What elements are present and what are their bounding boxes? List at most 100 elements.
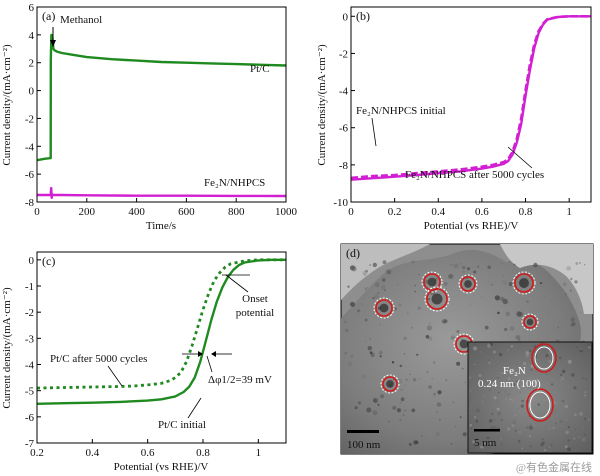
- tem-inset-texture: [470, 427, 473, 430]
- tem-speckle: [403, 353, 406, 355]
- tem-particle-marker-7: [382, 376, 398, 392]
- tem-particle-marker-outline-1: [421, 271, 443, 293]
- tem-inset-texture: [555, 422, 557, 425]
- tem-speckle: [575, 262, 579, 265]
- tem-speckle: [344, 328, 349, 333]
- tem-inset-texture: [471, 363, 474, 366]
- tem-speckle: [365, 269, 368, 273]
- tem-inset-texture: [587, 343, 591, 347]
- tem-inset-texture: [581, 437, 586, 442]
- tem-particle-markers: [373, 271, 539, 394]
- onset-leader: [225, 274, 249, 293]
- tem-speckle: [437, 390, 442, 395]
- panel-c-label: (c): [42, 254, 55, 268]
- tem-inset-texture: [559, 379, 562, 383]
- tem-speckle: [364, 287, 368, 291]
- tem-speckle: [344, 351, 348, 355]
- tem-speckle: [445, 379, 448, 382]
- tem-inset-scalebar-label: 5 nm: [474, 437, 497, 449]
- tem-speckle: [490, 283, 493, 286]
- tem-inset-texture: [575, 346, 578, 349]
- tem-inset-texture: [500, 438, 502, 440]
- panel-b-frame: [350, 6, 592, 203]
- tem-inset-texture: [532, 423, 536, 427]
- tem-inset-texture: [483, 395, 487, 398]
- tem-speckle: [497, 311, 500, 315]
- tem-speckle: [557, 326, 560, 329]
- tem-inset-texture: [507, 427, 511, 431]
- tem-inset-texture: [579, 411, 584, 416]
- tem-inset-texture: [540, 442, 544, 447]
- tem-speckle: [443, 282, 448, 286]
- tem-inset-texture: [495, 400, 500, 404]
- annotation-delta-phi: Δφ1/2=39 mV: [208, 374, 272, 386]
- tem-inset-texture: [480, 351, 482, 353]
- series-line-c-0: [37, 258, 286, 390]
- tem-inset-texture: [564, 445, 568, 449]
- inset-particle-marker-1: [531, 343, 557, 373]
- tem-speckle: [539, 281, 543, 285]
- tem-speckle: [400, 397, 405, 402]
- tem-speckle: [405, 378, 408, 381]
- tem-inset-texture: [552, 426, 555, 429]
- tem-main-scalebar: [347, 430, 379, 433]
- tem-inset-texture: [549, 443, 553, 447]
- half-wave-leader: [206, 355, 213, 373]
- legend-c-after-leader: [107, 365, 123, 387]
- y-tick-label-c-4: -3: [25, 333, 35, 345]
- y-tick-label-b-0: -10: [333, 197, 348, 209]
- y-tick-label-a-3: -2: [25, 113, 34, 125]
- tem-inset-texture: [543, 448, 547, 452]
- tem-particle-2: [431, 293, 443, 305]
- x-tick-label-a-2: 400: [128, 206, 145, 218]
- panel-d-label: (d): [346, 246, 360, 260]
- legend-a-fe2n: Fe₂N/NHPCS: [204, 177, 265, 189]
- tem-speckle: [533, 262, 538, 268]
- legend-b-after-leader: [507, 146, 533, 169]
- tem-speckle: [409, 373, 411, 375]
- tem-speckle: [372, 262, 377, 268]
- panel-b: 0 0.2 0.4 0.6 0.8 1 -10 -8 -6 -4 -2 0 (b) Fe₂N/NHPC…: [316, 6, 592, 232]
- tem-speckle: [436, 402, 442, 407]
- tem-inset-texture: [522, 362, 527, 366]
- tem-inset-texture: [574, 395, 576, 397]
- tem-speckle: [384, 289, 386, 292]
- tem-speckle: [377, 403, 380, 407]
- x-tick-label-c-3: 0.8: [196, 447, 210, 459]
- legend-b-initial-leader: [371, 117, 377, 147]
- tem-speckle: [516, 311, 522, 317]
- tem-speckle: [416, 353, 419, 356]
- tem-inset-texture: [588, 366, 591, 369]
- tem-inset-texture: [498, 352, 503, 357]
- inset-label-lattice: 0.24 nm (100): [478, 378, 541, 390]
- tem-inset-texture: [514, 372, 518, 376]
- y-tick-label-b-2: -6: [339, 123, 349, 135]
- tem-inset-texture: [517, 439, 521, 443]
- tem-speckle: [350, 301, 355, 307]
- tem-particle-marker-outline-4: [512, 271, 536, 295]
- tem-inset-texture: [500, 443, 503, 446]
- tem-speckle: [399, 401, 403, 404]
- tem-speckle: [450, 335, 456, 341]
- y-tick-label-b-5: 0: [343, 11, 349, 23]
- tem-speckle: [484, 325, 489, 330]
- tem-inset-texture: [517, 407, 519, 410]
- tem-inset: Fe₂N 0.24 nm (100) 5 nm: [467, 341, 593, 454]
- tem-particle-3: [464, 280, 472, 288]
- tem-bright-corner: [341, 244, 430, 300]
- y-tick-label-a-2: -4: [25, 141, 35, 153]
- tem-inset-texture: [486, 365, 489, 368]
- tem-speckle: [397, 408, 401, 413]
- tem-speckle: [443, 319, 448, 323]
- tem-speckle: [473, 270, 477, 274]
- tem-inset-texture: [573, 437, 576, 440]
- tem-speckle: [418, 378, 420, 380]
- tem-inset-texture: [527, 384, 532, 389]
- x-tick-label-c-2: 0.6: [141, 447, 155, 459]
- tem-inset-texture: [508, 377, 511, 381]
- tem-inset-texture: [529, 349, 532, 353]
- tem-speckle: [411, 408, 416, 413]
- tem-inset-texture: [587, 418, 590, 421]
- legend-b-initial: Fe₂N/NHPCS initial: [356, 105, 446, 117]
